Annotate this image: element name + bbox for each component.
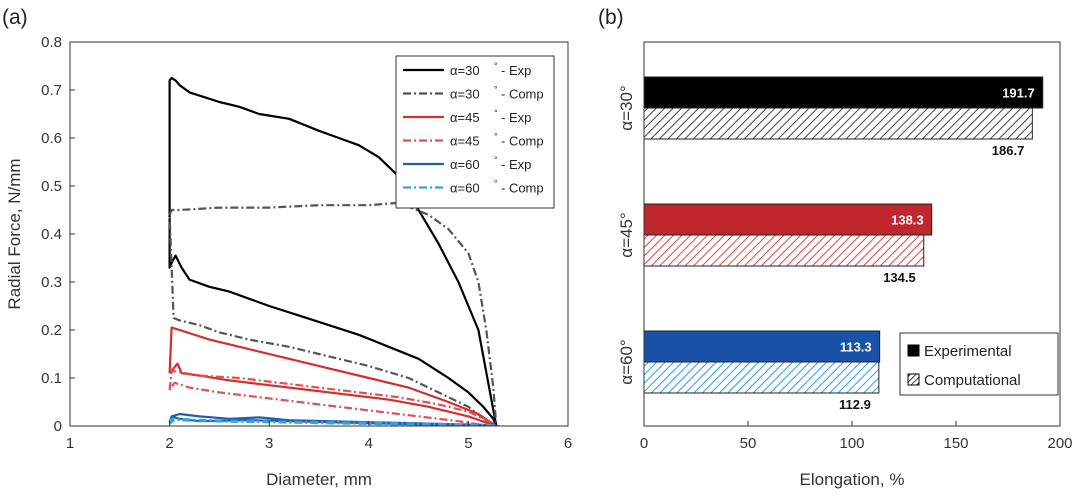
- series-line-3: [168, 369, 498, 426]
- legend-label-computational: Computational: [924, 372, 1021, 389]
- legend-degree-2: °: [494, 108, 498, 118]
- panel-a-y-tick-label: 0.8: [41, 34, 62, 51]
- bar-value-experimental-1: 138.3: [891, 213, 924, 228]
- bar-experimental-1: [643, 203, 933, 236]
- legend-alpha-5: α=60: [450, 181, 480, 196]
- panel-a-x-tick-label: 1: [66, 435, 74, 452]
- legend-degree-4: °: [494, 155, 498, 165]
- panel-a-y-tick-label: 0.5: [41, 178, 62, 195]
- panel-a-x-axis-title: Diameter, mm: [266, 470, 372, 489]
- legend-degree-1: °: [494, 85, 498, 95]
- legend-swatch-computational: [907, 373, 920, 386]
- bar-value-computational-1: 134.5: [883, 270, 916, 285]
- legend-degree-0: °: [494, 61, 498, 71]
- panel-a-y-tick-label: 0.3: [41, 274, 62, 291]
- panel-a-y-tick-label: 0.2: [41, 322, 62, 339]
- panel-a-x-tick-label: 3: [265, 435, 273, 452]
- legend-degree-5: °: [494, 179, 498, 189]
- panel-a-y-tick-label: 0.6: [41, 130, 62, 147]
- panel-a-x-tick-label: 6: [564, 435, 572, 452]
- panel-b-x-tick-label: 0: [640, 435, 648, 452]
- legend-label-experimental: Experimental: [924, 343, 1012, 360]
- bar-value-experimental-0: 191.7: [1002, 86, 1035, 101]
- panel-b-x-tick-label: 50: [740, 435, 757, 452]
- legend-alpha-1: α=30: [450, 87, 480, 102]
- legend-degree-3: °: [494, 132, 498, 142]
- bar-computational-2: [643, 361, 880, 394]
- legend-label-5: - Comp: [501, 181, 544, 196]
- panel-b-x-tick-label: 100: [839, 435, 864, 452]
- bar-value-experimental-2: 113.3: [840, 340, 872, 355]
- legend-label-1: - Comp: [501, 87, 544, 102]
- legend-alpha-2: α=45: [450, 110, 480, 125]
- panel-b-label: (b): [598, 6, 624, 29]
- bar-computational-0: [643, 107, 1033, 140]
- bar-value-computational-0: 186.7: [992, 143, 1025, 158]
- series-line-0: [168, 76, 498, 426]
- panel-a-x-tick-label: 4: [365, 435, 373, 452]
- legend-label-2: - Exp: [501, 110, 531, 125]
- category-label-0: α=30°: [617, 85, 636, 130]
- bar-value-computational-2: 112.9: [839, 397, 871, 412]
- panel-b-x-axis-title: Elongation, %: [800, 470, 905, 489]
- bar-computational-1: [643, 234, 925, 267]
- legend-swatch-experimental: [907, 344, 920, 357]
- panel-b-legend: Experimental Computational: [899, 332, 1059, 396]
- panel-a-y-tick-label: 0.7: [41, 82, 62, 99]
- legend-label-3: - Comp: [501, 134, 544, 149]
- bar-experimental-2: [643, 330, 881, 363]
- panel-a-label: (a): [2, 6, 28, 29]
- legend-alpha-0: α=30: [450, 63, 480, 78]
- panel-a-legend-box: [395, 55, 555, 209]
- legend-label-0: - Exp: [501, 63, 531, 78]
- series-line-5: [168, 417, 500, 426]
- panel-b-x-tick-label: 200: [1047, 435, 1072, 452]
- panel-a-line-chart: (a) 1 2 3 4 5 6 0 0.1 0.2 0.3 0.4 0.5 0.6 0.7 0.8 Diam…: [2, 6, 572, 489]
- legend-alpha-4: α=60: [450, 157, 480, 172]
- bar-experimental-0: [643, 76, 1044, 109]
- panel-a-y-tick-label: 0: [54, 418, 62, 435]
- panel-b-legend-box: [899, 332, 1059, 396]
- panel-a-y-tick-label: 0.1: [41, 370, 62, 387]
- panel-b-bar-chart: (b) 191.7 186.7 138.3 134.5 113.3 112.9 0 50 10…: [598, 6, 1073, 489]
- panel-b-x-tick-label: 150: [943, 435, 968, 452]
- category-label-1: α=45°: [617, 212, 636, 257]
- panel-a-y-tick-label: 0.4: [41, 226, 62, 243]
- panel-a-x-tick-label: 2: [165, 435, 173, 452]
- legend-label-4: - Exp: [501, 157, 531, 172]
- category-label-2: α=60°: [617, 339, 636, 384]
- panel-a-x-tick-label: 5: [464, 435, 472, 452]
- series-line-1: [168, 201, 498, 426]
- legend-alpha-3: α=45: [450, 134, 480, 149]
- panel-a-y-axis-title: Radial Force, N/mm: [5, 158, 24, 309]
